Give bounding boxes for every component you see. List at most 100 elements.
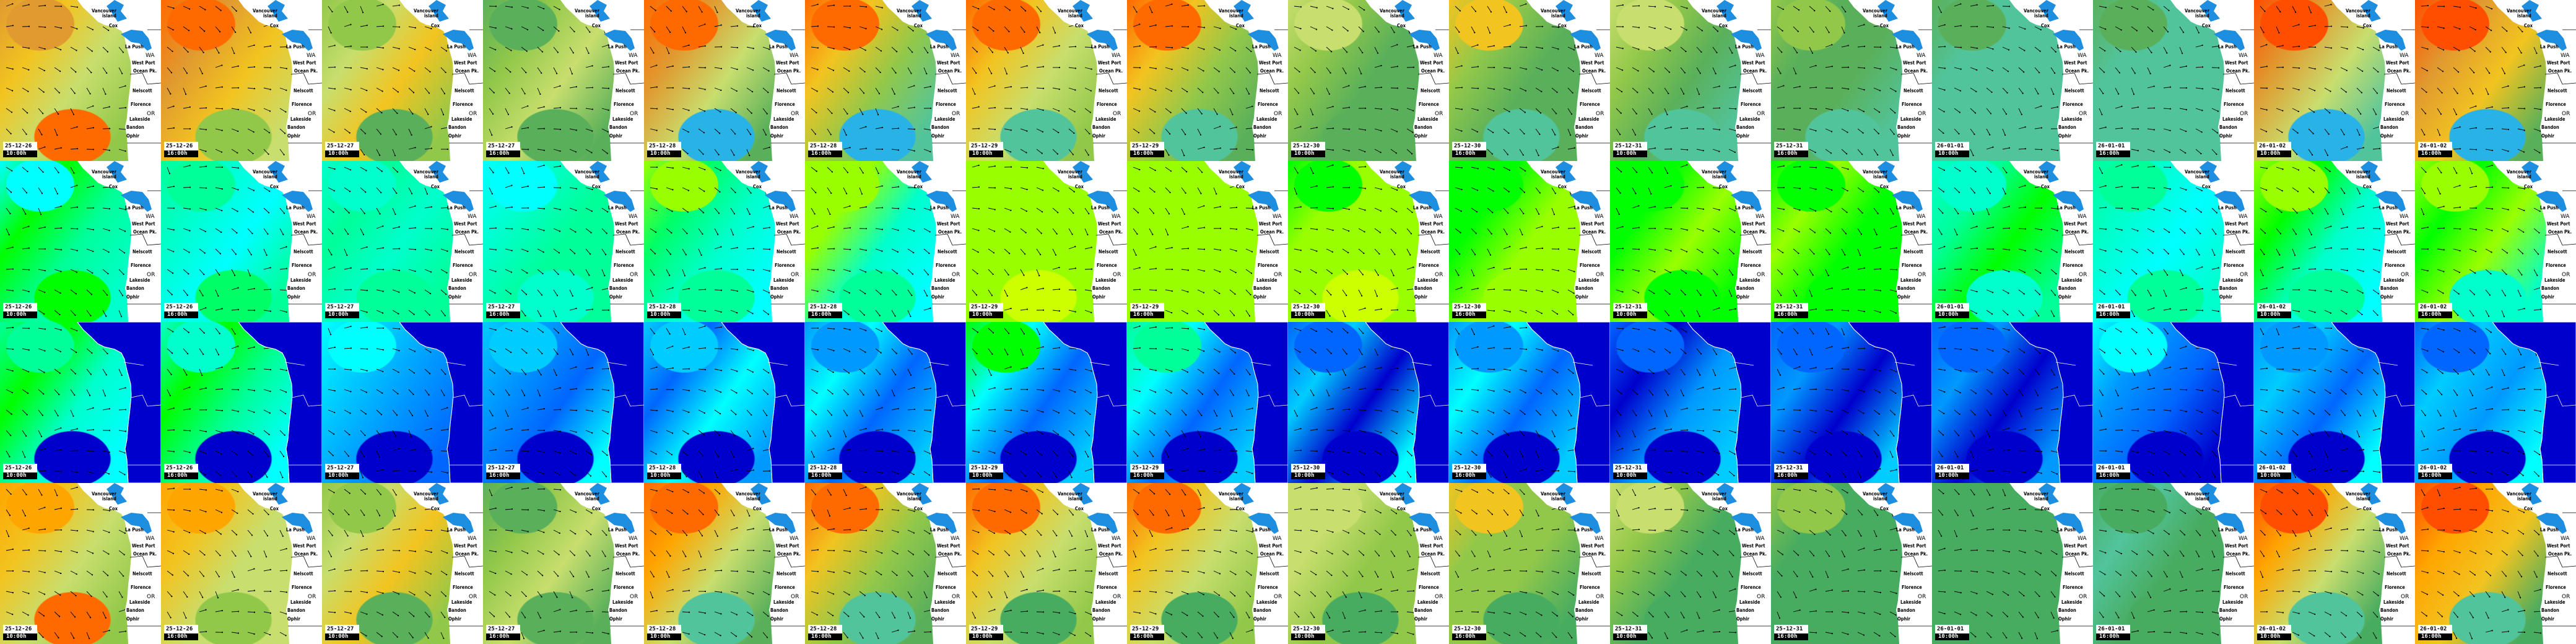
tile-wind-9[interactable]: 25-12-30 16:00h bbox=[1449, 322, 1610, 483]
svg-text:Ocean Pk.: Ocean Pk. bbox=[2065, 229, 2089, 235]
tile-swell-height-13[interactable]: Vancouver island Cox La Push West Port Ocean … bbox=[2093, 0, 2254, 161]
timestamp-label: 25-12-31 16:00h bbox=[1774, 303, 1808, 318]
tile-wind-0[interactable]: 25-12-26 10:00h bbox=[0, 322, 161, 483]
svg-text:Ocean Pk.: Ocean Pk. bbox=[2065, 68, 2089, 74]
tile-wind-3[interactable]: 25-12-27 16:00h bbox=[483, 322, 644, 483]
tile-swell-period-1[interactable]: Vancouver island Cox La Push West Port Ocean … bbox=[161, 161, 322, 322]
tile-swell-period-10[interactable]: Vancouver island Cox La Push West Port Ocean … bbox=[1610, 161, 1771, 322]
tile-wind-13[interactable]: 26-01-01 16:00h bbox=[2093, 322, 2254, 483]
date-label: 25-12-27 bbox=[486, 464, 520, 472]
tile-swell-height-15[interactable]: Vancouver island Cox La Push West Port Ocean … bbox=[2415, 0, 2576, 161]
svg-text:Florence: Florence bbox=[1419, 263, 1439, 268]
timestamp-label: 25-12-27 16:00h bbox=[486, 464, 520, 479]
tile-swell-period-15[interactable]: Vancouver island Cox La Push West Port Ocean … bbox=[2415, 161, 2576, 322]
svg-text:OR: OR bbox=[469, 111, 477, 117]
timestamp-label: 25-12-30 16:00h bbox=[1452, 464, 1486, 479]
tile-wind-15[interactable]: 26-01-02 16:00h bbox=[2415, 322, 2576, 483]
tile-swell-period-12[interactable]: Vancouver island Cox La Push West Port Ocean … bbox=[1932, 161, 2093, 322]
svg-text:Ophir: Ophir bbox=[770, 294, 784, 300]
svg-text:West Port: West Port bbox=[1903, 60, 1926, 66]
date-label: 25-12-27 bbox=[486, 142, 520, 150]
tile-wind-10[interactable]: 25-12-31 10:00h bbox=[1610, 322, 1771, 483]
svg-text:Florence: Florence bbox=[1258, 102, 1278, 107]
tile-wind-8[interactable]: 25-12-30 10:00h bbox=[1288, 322, 1449, 483]
svg-text:Florence: Florence bbox=[1580, 102, 1600, 107]
coastline-map bbox=[1043, 322, 1127, 483]
tile-swell-period-8[interactable]: Vancouver island Cox La Push West Port Ocean … bbox=[1288, 161, 1449, 322]
tile-swell-height-2-14[interactable]: Vancouver island Cox La Push West Port Ocean … bbox=[2254, 483, 2415, 644]
tile-swell-height-0[interactable]: Vancouver island Cox La Push West Port Ocean … bbox=[0, 0, 161, 161]
tile-wind-6[interactable]: 25-12-29 10:00h bbox=[966, 322, 1127, 483]
tile-wind-14[interactable]: 26-01-02 10:00h bbox=[2254, 322, 2415, 483]
tile-swell-period-5[interactable]: Vancouver island Cox La Push West Port Ocean … bbox=[805, 161, 966, 322]
svg-text:Cox: Cox bbox=[431, 184, 440, 189]
tile-wind-7[interactable]: 25-12-29 16:00h bbox=[1127, 322, 1288, 483]
svg-text:La Push: La Push bbox=[125, 44, 144, 50]
tile-swell-height-2-2[interactable]: Vancouver island Cox La Push West Port Ocean … bbox=[322, 483, 483, 644]
tile-swell-height-2-1[interactable]: Vancouver island Cox La Push West Port Ocean … bbox=[161, 483, 322, 644]
tile-swell-height-9[interactable]: Vancouver island Cox La Push West Port Ocean … bbox=[1449, 0, 1610, 161]
tile-swell-period-13[interactable]: Vancouver island Cox La Push West Port Ocean … bbox=[2093, 161, 2254, 322]
tile-wind-12[interactable]: 26-01-01 10:00h bbox=[1932, 322, 2093, 483]
tile-wind-1[interactable]: 25-12-26 16:00h bbox=[161, 322, 322, 483]
tile-wind-2[interactable]: 25-12-27 10:00h bbox=[322, 322, 483, 483]
tile-swell-period-6[interactable]: Vancouver island Cox La Push West Port Ocean … bbox=[966, 161, 1127, 322]
tile-swell-period-2[interactable]: Vancouver island Cox La Push West Port Ocean … bbox=[322, 161, 483, 322]
tile-swell-period-4[interactable]: Vancouver island Cox La Push West Port Ocean … bbox=[644, 161, 805, 322]
svg-text:Florence: Florence bbox=[2546, 263, 2566, 268]
tile-swell-height-2-11[interactable]: Vancouver island Cox La Push West Port Ocean … bbox=[1771, 483, 1932, 644]
time-label: 10:00h bbox=[969, 472, 1003, 479]
tile-swell-height-2-8[interactable]: Vancouver island Cox La Push West Port Ocean … bbox=[1288, 483, 1449, 644]
tile-swell-height-10[interactable]: Vancouver island Cox La Push West Port Ocean … bbox=[1610, 0, 1771, 161]
tile-swell-height-5[interactable]: Vancouver island Cox La Push West Port Ocean … bbox=[805, 0, 966, 161]
tile-swell-height-8[interactable]: Vancouver island Cox La Push West Port Ocean … bbox=[1288, 0, 1449, 161]
tile-swell-period-11[interactable]: Vancouver island Cox La Push West Port Ocean … bbox=[1771, 161, 1932, 322]
time-label: 10:00h bbox=[1291, 633, 1325, 640]
tile-swell-height-4[interactable]: Vancouver island Cox La Push West Port Ocean … bbox=[644, 0, 805, 161]
tile-swell-period-7[interactable]: Vancouver island Cox La Push West Port Ocean … bbox=[1127, 161, 1288, 322]
svg-text:Ocean Pk.: Ocean Pk. bbox=[1099, 68, 1123, 74]
svg-text:West Port: West Port bbox=[454, 221, 477, 227]
tile-swell-height-2-13[interactable]: Vancouver island Cox La Push West Port Ocean … bbox=[2093, 483, 2254, 644]
tile-swell-height-2-10[interactable]: Vancouver island Cox La Push West Port Ocean … bbox=[1610, 483, 1771, 644]
tile-swell-height-2-12[interactable]: Vancouver island Cox La Push West Port Ocean … bbox=[1932, 483, 2093, 644]
tile-swell-period-3[interactable]: Vancouver island Cox La Push West Port Ocean … bbox=[483, 161, 644, 322]
tile-swell-height-1[interactable]: Vancouver island Cox La Push West Port Ocean … bbox=[161, 0, 322, 161]
svg-text:Bandon: Bandon bbox=[2380, 124, 2398, 130]
svg-text:OR: OR bbox=[630, 111, 638, 117]
svg-text:La Push: La Push bbox=[2218, 205, 2237, 211]
tile-swell-height-12[interactable]: Vancouver island Cox La Push West Port Ocean … bbox=[1932, 0, 2093, 161]
tile-swell-period-14[interactable]: Vancouver island Cox La Push West Port Ocean … bbox=[2254, 161, 2415, 322]
svg-text:Nelscott: Nelscott bbox=[2226, 88, 2245, 94]
tile-swell-height-7[interactable]: Vancouver island Cox La Push West Port Ocean … bbox=[1127, 0, 1288, 161]
svg-text:Nelscott: Nelscott bbox=[2065, 249, 2084, 255]
tile-swell-height-2-0[interactable]: Vancouver island Cox La Push West Port Ocean … bbox=[0, 483, 161, 644]
tile-swell-height-6[interactable]: Vancouver island Cox La Push West Port Ocean … bbox=[966, 0, 1127, 161]
tile-swell-height-2-5[interactable]: Vancouver island Cox La Push West Port Ocean … bbox=[805, 483, 966, 644]
tile-swell-height-2-3[interactable]: Vancouver island Cox La Push West Port Ocean … bbox=[483, 483, 644, 644]
tile-swell-height-2-9[interactable]: Vancouver island Cox La Push West Port Ocean … bbox=[1449, 483, 1610, 644]
tile-wind-5[interactable]: 25-12-28 16:00h bbox=[805, 322, 966, 483]
svg-text:island: island bbox=[2195, 13, 2209, 19]
tile-swell-height-14[interactable]: Vancouver island Cox La Push West Port Ocean … bbox=[2254, 0, 2415, 161]
tile-swell-height-2-4[interactable]: Vancouver island Cox La Push West Port Ocean … bbox=[644, 483, 805, 644]
svg-text:Ocean Pk.: Ocean Pk. bbox=[1904, 68, 1928, 74]
tile-swell-height-11[interactable]: Vancouver island Cox La Push West Port Ocean … bbox=[1771, 0, 1932, 161]
timestamp-label: 25-12-28 16:00h bbox=[808, 142, 842, 157]
tile-wind-11[interactable]: 25-12-31 16:00h bbox=[1771, 322, 1932, 483]
svg-text:island: island bbox=[2517, 174, 2531, 180]
tile-wind-4[interactable]: 25-12-28 10:00h bbox=[644, 322, 805, 483]
timestamp-label: 25-12-29 16:00h bbox=[1130, 303, 1164, 318]
tile-swell-height-2-7[interactable]: Vancouver island Cox La Push West Port Ocean … bbox=[1127, 483, 1288, 644]
time-label: 10:00h bbox=[325, 150, 359, 157]
tile-swell-height-2[interactable]: Vancouver island Cox La Push West Port Ocean … bbox=[322, 0, 483, 161]
tile-swell-height-3[interactable]: Vancouver island Cox La Push West Port Ocean … bbox=[483, 0, 644, 161]
timestamp-label: 25-12-31 10:00h bbox=[1613, 142, 1647, 157]
svg-text:Ocean Pk.: Ocean Pk. bbox=[294, 68, 318, 74]
tile-swell-height-2-15[interactable]: Vancouver island Cox La Push West Port Ocean … bbox=[2415, 483, 2576, 644]
svg-text:Lakeside: Lakeside bbox=[1578, 277, 1599, 283]
tile-swell-period-9[interactable]: Vancouver island Cox La Push West Port Ocean … bbox=[1449, 161, 1610, 322]
tile-swell-period-0[interactable]: Vancouver island Cox La Push West Port Ocean … bbox=[0, 161, 161, 322]
tile-swell-height-2-6[interactable]: Vancouver island Cox La Push West Port Ocean … bbox=[966, 483, 1127, 644]
